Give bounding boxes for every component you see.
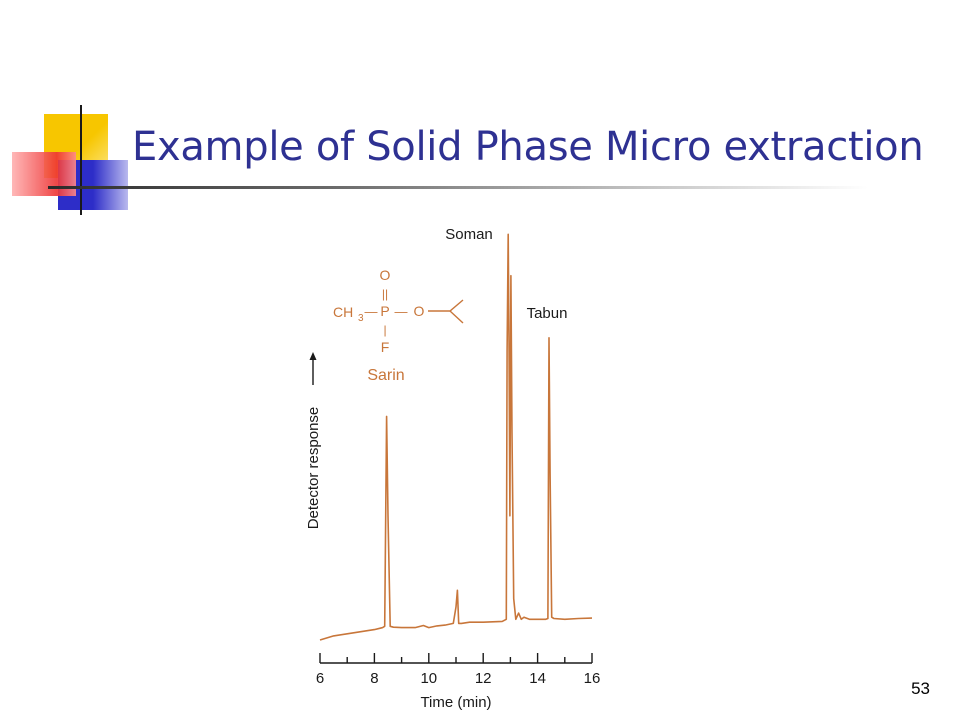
structure-fluorine: F: [381, 339, 390, 355]
structure-oxygen-top: O: [380, 267, 391, 283]
structure-phosphorus: P: [380, 303, 389, 319]
structure-oxygen-right: O: [414, 303, 425, 319]
x-tick-label: 8: [370, 670, 378, 687]
structure-isopropyl-lower: [449, 310, 464, 324]
x-axis-label: Time (min): [420, 694, 491, 711]
x-tick-label: 6: [316, 670, 324, 687]
structure-single-bond: |: [383, 323, 386, 337]
peak-label-sarin: Sarin: [367, 367, 404, 384]
structure-ch3-subscript: 3: [358, 313, 364, 324]
x-tick-label: 14: [529, 670, 546, 687]
y-axis-label: Detector response: [305, 407, 322, 530]
structure-bond-right: —: [395, 304, 408, 319]
x-tick-label: 16: [584, 670, 601, 687]
title-underline: [48, 186, 868, 189]
x-tick-label: 12: [475, 670, 492, 687]
peak-label-soman: Soman: [445, 226, 493, 243]
page-number: 53: [911, 679, 930, 698]
chromatogram-trace: [319, 233, 593, 641]
slide-title: Example of Solid Phase Micro extraction: [132, 124, 924, 170]
structure-ch3: CH: [333, 304, 353, 320]
peak-label-tabun: Tabun: [527, 305, 568, 322]
deco-vertical-line: [80, 105, 82, 215]
y-axis-arrow-head: [309, 352, 317, 360]
structure-isopropyl-upper: [428, 299, 464, 312]
x-tick-label: 10: [420, 670, 437, 687]
structure-bond-left: —: [365, 304, 378, 319]
structure-double-bond: ||: [382, 287, 388, 301]
